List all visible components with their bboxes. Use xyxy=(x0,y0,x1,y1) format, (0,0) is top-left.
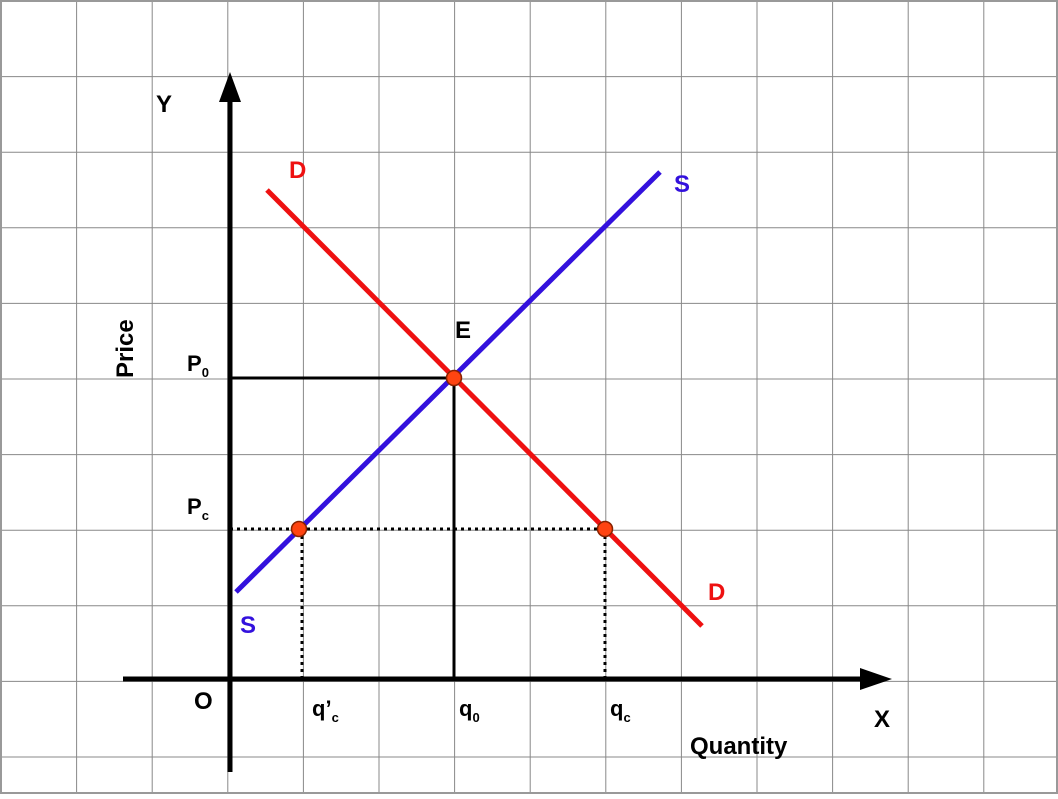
x-axis-arrowhead xyxy=(860,668,892,690)
demand-curve xyxy=(265,188,704,628)
equilibrium-point xyxy=(445,369,463,387)
p0-label-main: P xyxy=(187,351,202,376)
pc-label-main: P xyxy=(187,494,202,519)
pc-label-subscript: c xyxy=(202,508,209,523)
qc-prime-label-subscript: c xyxy=(332,710,339,725)
qc-label: qc xyxy=(610,696,631,725)
pc-label: Pc xyxy=(187,494,209,523)
q0-label-subscript: 0 xyxy=(472,710,479,725)
y-axis-title: Price xyxy=(112,319,139,378)
x-axis-letter: X xyxy=(874,706,890,733)
q0-label: q0 xyxy=(459,696,480,725)
demand-label-top: D xyxy=(289,157,306,184)
qc-prime-label-main: q’ xyxy=(312,696,332,721)
qc-prime-label: q’c xyxy=(312,696,339,725)
demand-ceiling-point xyxy=(596,520,614,538)
p0-label-subscript: 0 xyxy=(202,365,209,380)
qc-label-main: q xyxy=(610,696,623,721)
supply-label-top: S xyxy=(674,171,690,198)
q0-label-main: q xyxy=(459,696,472,721)
y-axis-letter: Y xyxy=(156,91,172,118)
origin-label: O xyxy=(194,688,213,715)
qc-label-subscript: c xyxy=(623,710,630,725)
demand-label-bottom: D xyxy=(708,579,725,606)
supply-ceiling-point xyxy=(290,520,308,538)
p0-label: P0 xyxy=(187,351,209,380)
supply-label-bottom: S xyxy=(240,612,256,639)
y-axis-arrowhead xyxy=(219,72,241,102)
x-axis-title: Quantity xyxy=(690,733,788,760)
equilibrium-label: E xyxy=(455,317,471,344)
